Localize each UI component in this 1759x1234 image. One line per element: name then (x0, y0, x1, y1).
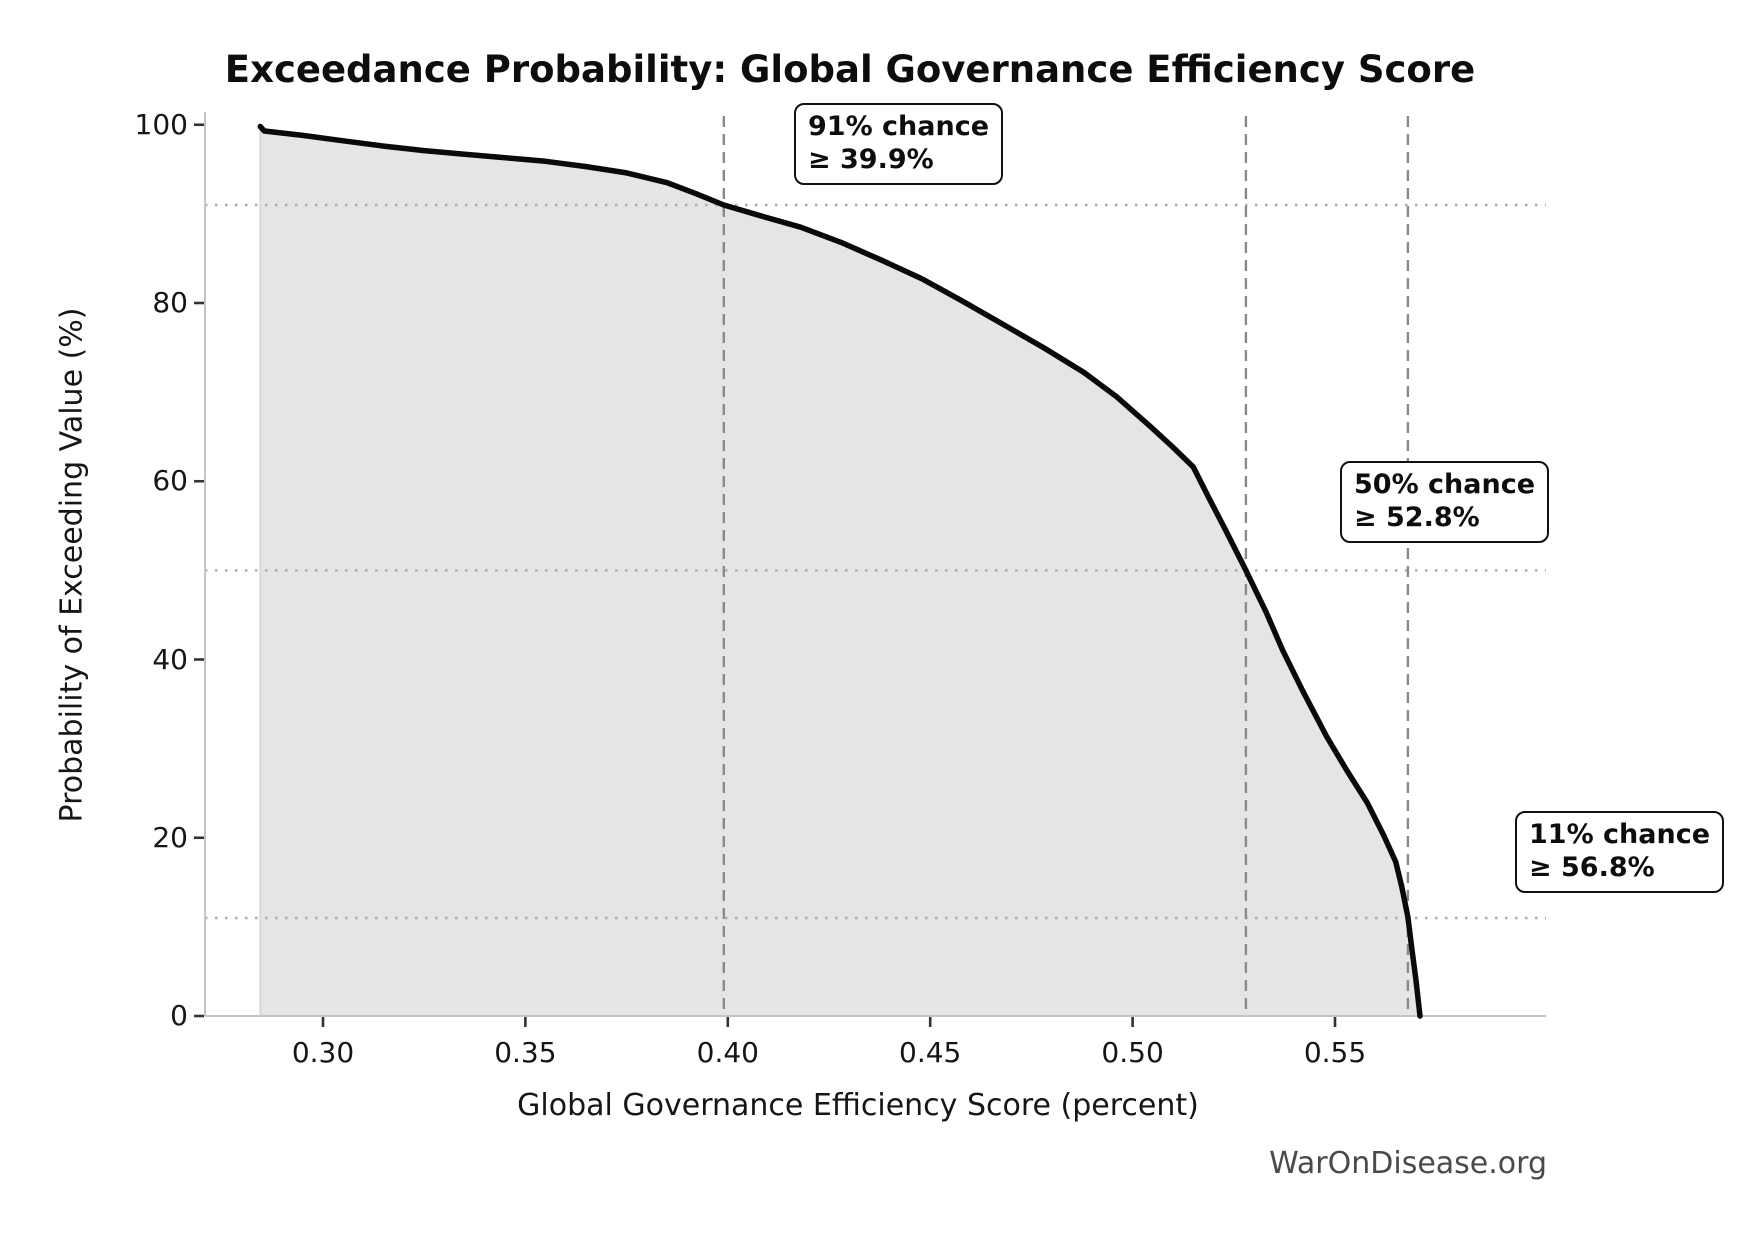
annotation-line: ≥ 39.9% (808, 144, 934, 175)
y-tick-label-100: 100 (134, 107, 188, 141)
y-tick-label-20: 20 (152, 820, 188, 854)
annotation-line: 11% chance (1529, 819, 1711, 850)
annotation-50-percent-chance: 50% chance ≥ 52.8% (1340, 461, 1550, 543)
x-tick-label-0.35: 0.35 (494, 1036, 557, 1069)
x-tick-label-0.45: 0.45 (899, 1036, 962, 1069)
annotation-line: ≥ 56.8% (1529, 852, 1655, 883)
annotation-91-percent-chance: 91% chance ≥ 39.9% (794, 103, 1004, 185)
annotation-line: 91% chance (808, 111, 990, 142)
annotation-line: 50% chance (1354, 469, 1536, 500)
y-tick-label-40: 40 (152, 642, 188, 676)
annotation-11-percent-chance: 11% chance ≥ 56.8% (1515, 811, 1725, 893)
x-tick-label-0.50: 0.50 (1101, 1036, 1164, 1069)
x-tick-label-0.40: 0.40 (696, 1036, 759, 1069)
y-tick-label-60: 60 (152, 464, 188, 498)
exceedance-curve (257, 123, 1423, 1019)
annotation-line: ≥ 52.8% (1354, 502, 1480, 533)
y-tick-label-80: 80 (152, 286, 188, 319)
y-tick-label-0: 0 (170, 999, 188, 1032)
curve-fill-area (260, 126, 1420, 1016)
x-axis-label: Global Governance Efficiency Score (perc… (517, 1088, 1199, 1123)
x-tick-label-0.30: 0.30 (291, 1036, 355, 1069)
chart-title: Exceedance Probability: Global Governanc… (224, 48, 1476, 91)
y-axis-label: Probability of Exceeding Value (%) (54, 307, 90, 823)
watermark: WarOnDisease.org (1269, 1146, 1547, 1181)
x-tick-label-0.55: 0.55 (1303, 1036, 1367, 1069)
